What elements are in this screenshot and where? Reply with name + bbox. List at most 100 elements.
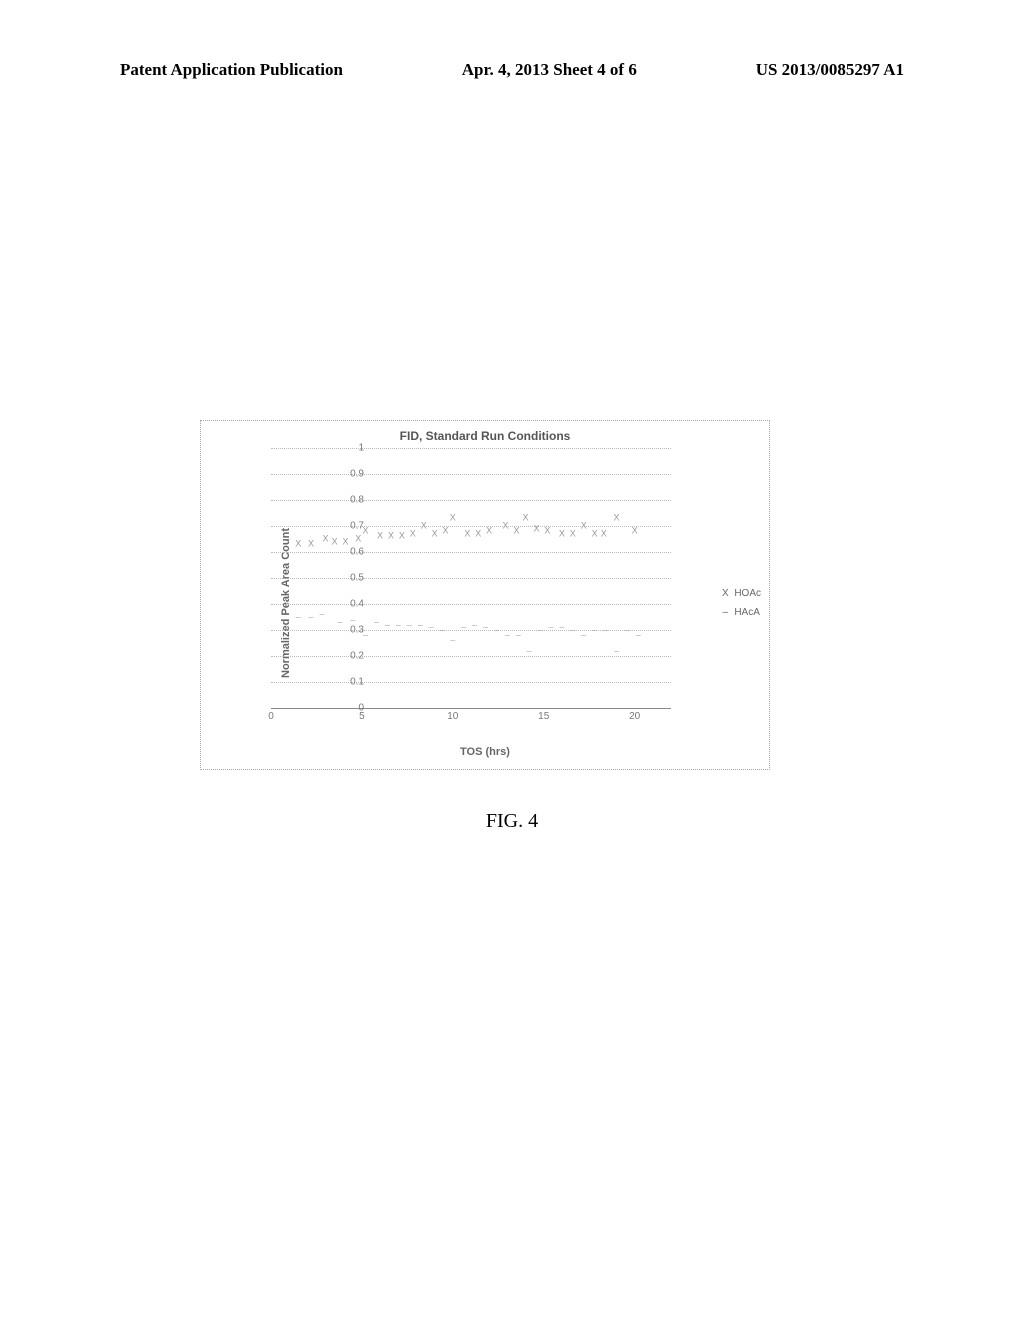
- legend: X HOAc – HAcA: [720, 580, 761, 626]
- data-point: X: [486, 527, 492, 536]
- data-point: X: [570, 529, 576, 538]
- data-point: X: [443, 527, 449, 536]
- data-point: –: [614, 646, 619, 655]
- gridline: [271, 526, 671, 527]
- legend-item-hoac: X HOAc: [720, 588, 761, 599]
- data-point: –: [461, 623, 466, 632]
- y-tick-label: 0.1: [334, 677, 364, 688]
- data-point: X: [544, 527, 550, 536]
- gridline: [271, 500, 671, 501]
- y-tick-label: 0.6: [334, 547, 364, 558]
- data-point: –: [636, 631, 641, 640]
- data-point: –: [559, 623, 564, 632]
- data-point: X: [295, 540, 301, 549]
- header-center: Apr. 4, 2013 Sheet 4 of 6: [462, 60, 637, 80]
- data-point: –: [527, 646, 532, 655]
- y-tick-label: 1: [334, 443, 364, 454]
- data-point: X: [632, 527, 638, 536]
- plot-container: Normalized Peak Area Count XXXXXXXXXXXXX…: [201, 443, 769, 763]
- data-point: –: [308, 613, 313, 622]
- data-point: –: [581, 631, 586, 640]
- legend-marker-haca: –: [720, 607, 730, 618]
- header-right: US 2013/0085297 A1: [756, 60, 904, 80]
- header-left: Patent Application Publication: [120, 60, 343, 80]
- data-point: X: [410, 529, 416, 538]
- data-point: –: [603, 626, 608, 635]
- data-point: –: [350, 615, 355, 624]
- legend-label-haca: HAcA: [734, 607, 760, 618]
- data-point: X: [613, 514, 619, 523]
- gridline: [271, 682, 671, 683]
- x-tick-label: 20: [629, 711, 640, 722]
- x-axis-label: TOS (hrs): [201, 746, 769, 758]
- data-point: X: [421, 522, 427, 531]
- data-point: X: [559, 529, 565, 538]
- y-tick-label: 0.7: [334, 521, 364, 532]
- gridline: [271, 474, 671, 475]
- data-point: –: [538, 626, 543, 635]
- y-tick-label: 0.4: [334, 599, 364, 610]
- x-tick-label: 15: [538, 711, 549, 722]
- data-point: –: [428, 623, 433, 632]
- data-point: –: [548, 623, 553, 632]
- data-point: X: [377, 532, 383, 541]
- data-point: –: [407, 620, 412, 629]
- data-point: –: [374, 618, 379, 627]
- data-point: X: [450, 514, 456, 523]
- data-point: X: [432, 529, 438, 538]
- data-point: X: [464, 529, 470, 538]
- gridline: [271, 604, 671, 605]
- y-tick-label: 0.2: [334, 651, 364, 662]
- data-point: X: [523, 514, 529, 523]
- page-header: Patent Application Publication Apr. 4, 2…: [0, 0, 1024, 80]
- gridline: [271, 656, 671, 657]
- data-point: –: [516, 631, 521, 640]
- y-tick-label: 0.3: [334, 625, 364, 636]
- data-point: X: [503, 522, 509, 531]
- data-point: –: [592, 626, 597, 635]
- data-point: X: [475, 529, 481, 538]
- data-point: X: [323, 535, 329, 544]
- y-tick-label: 0.8: [334, 495, 364, 506]
- data-point: –: [450, 636, 455, 645]
- x-tick-label: 10: [447, 711, 458, 722]
- data-point: X: [601, 529, 607, 538]
- data-point: –: [483, 623, 488, 632]
- data-point: –: [625, 626, 630, 635]
- y-tick-label: 0.9: [334, 469, 364, 480]
- data-point: X: [308, 540, 314, 549]
- plot-area: XXXXXXXXXXXXXXXXXXXXXXXXXXXXXX––––––––––…: [271, 448, 671, 709]
- data-point: –: [396, 620, 401, 629]
- data-point: –: [319, 610, 324, 619]
- data-point: –: [296, 613, 301, 622]
- data-point: X: [332, 537, 338, 546]
- data-point: X: [355, 535, 361, 544]
- data-point: –: [439, 626, 444, 635]
- data-point: –: [494, 626, 499, 635]
- data-point: X: [592, 529, 598, 538]
- gridline: [271, 578, 671, 579]
- data-point: X: [388, 532, 394, 541]
- gridline: [271, 448, 671, 449]
- y-tick-label: 0.5: [334, 573, 364, 584]
- legend-label-hoac: HOAc: [734, 588, 761, 599]
- legend-marker-hoac: X: [720, 588, 730, 599]
- figure-caption: FIG. 4: [0, 810, 1024, 833]
- gridline: [271, 552, 671, 553]
- data-point: X: [343, 537, 349, 546]
- chart-title: FID, Standard Run Conditions: [201, 429, 769, 443]
- data-point: –: [505, 631, 510, 640]
- gridline: [271, 630, 671, 631]
- x-tick-label: 5: [359, 711, 365, 722]
- data-point: –: [570, 626, 575, 635]
- legend-item-haca: – HAcA: [720, 607, 761, 618]
- data-point: X: [399, 532, 405, 541]
- chart-frame: FID, Standard Run Conditions Normalized …: [200, 420, 770, 770]
- data-point: X: [513, 527, 519, 536]
- data-point: –: [472, 620, 477, 629]
- data-point: X: [581, 522, 587, 531]
- data-point: –: [385, 620, 390, 629]
- x-tick-label: 0: [268, 711, 274, 722]
- data-point: X: [533, 524, 539, 533]
- data-point: –: [418, 620, 423, 629]
